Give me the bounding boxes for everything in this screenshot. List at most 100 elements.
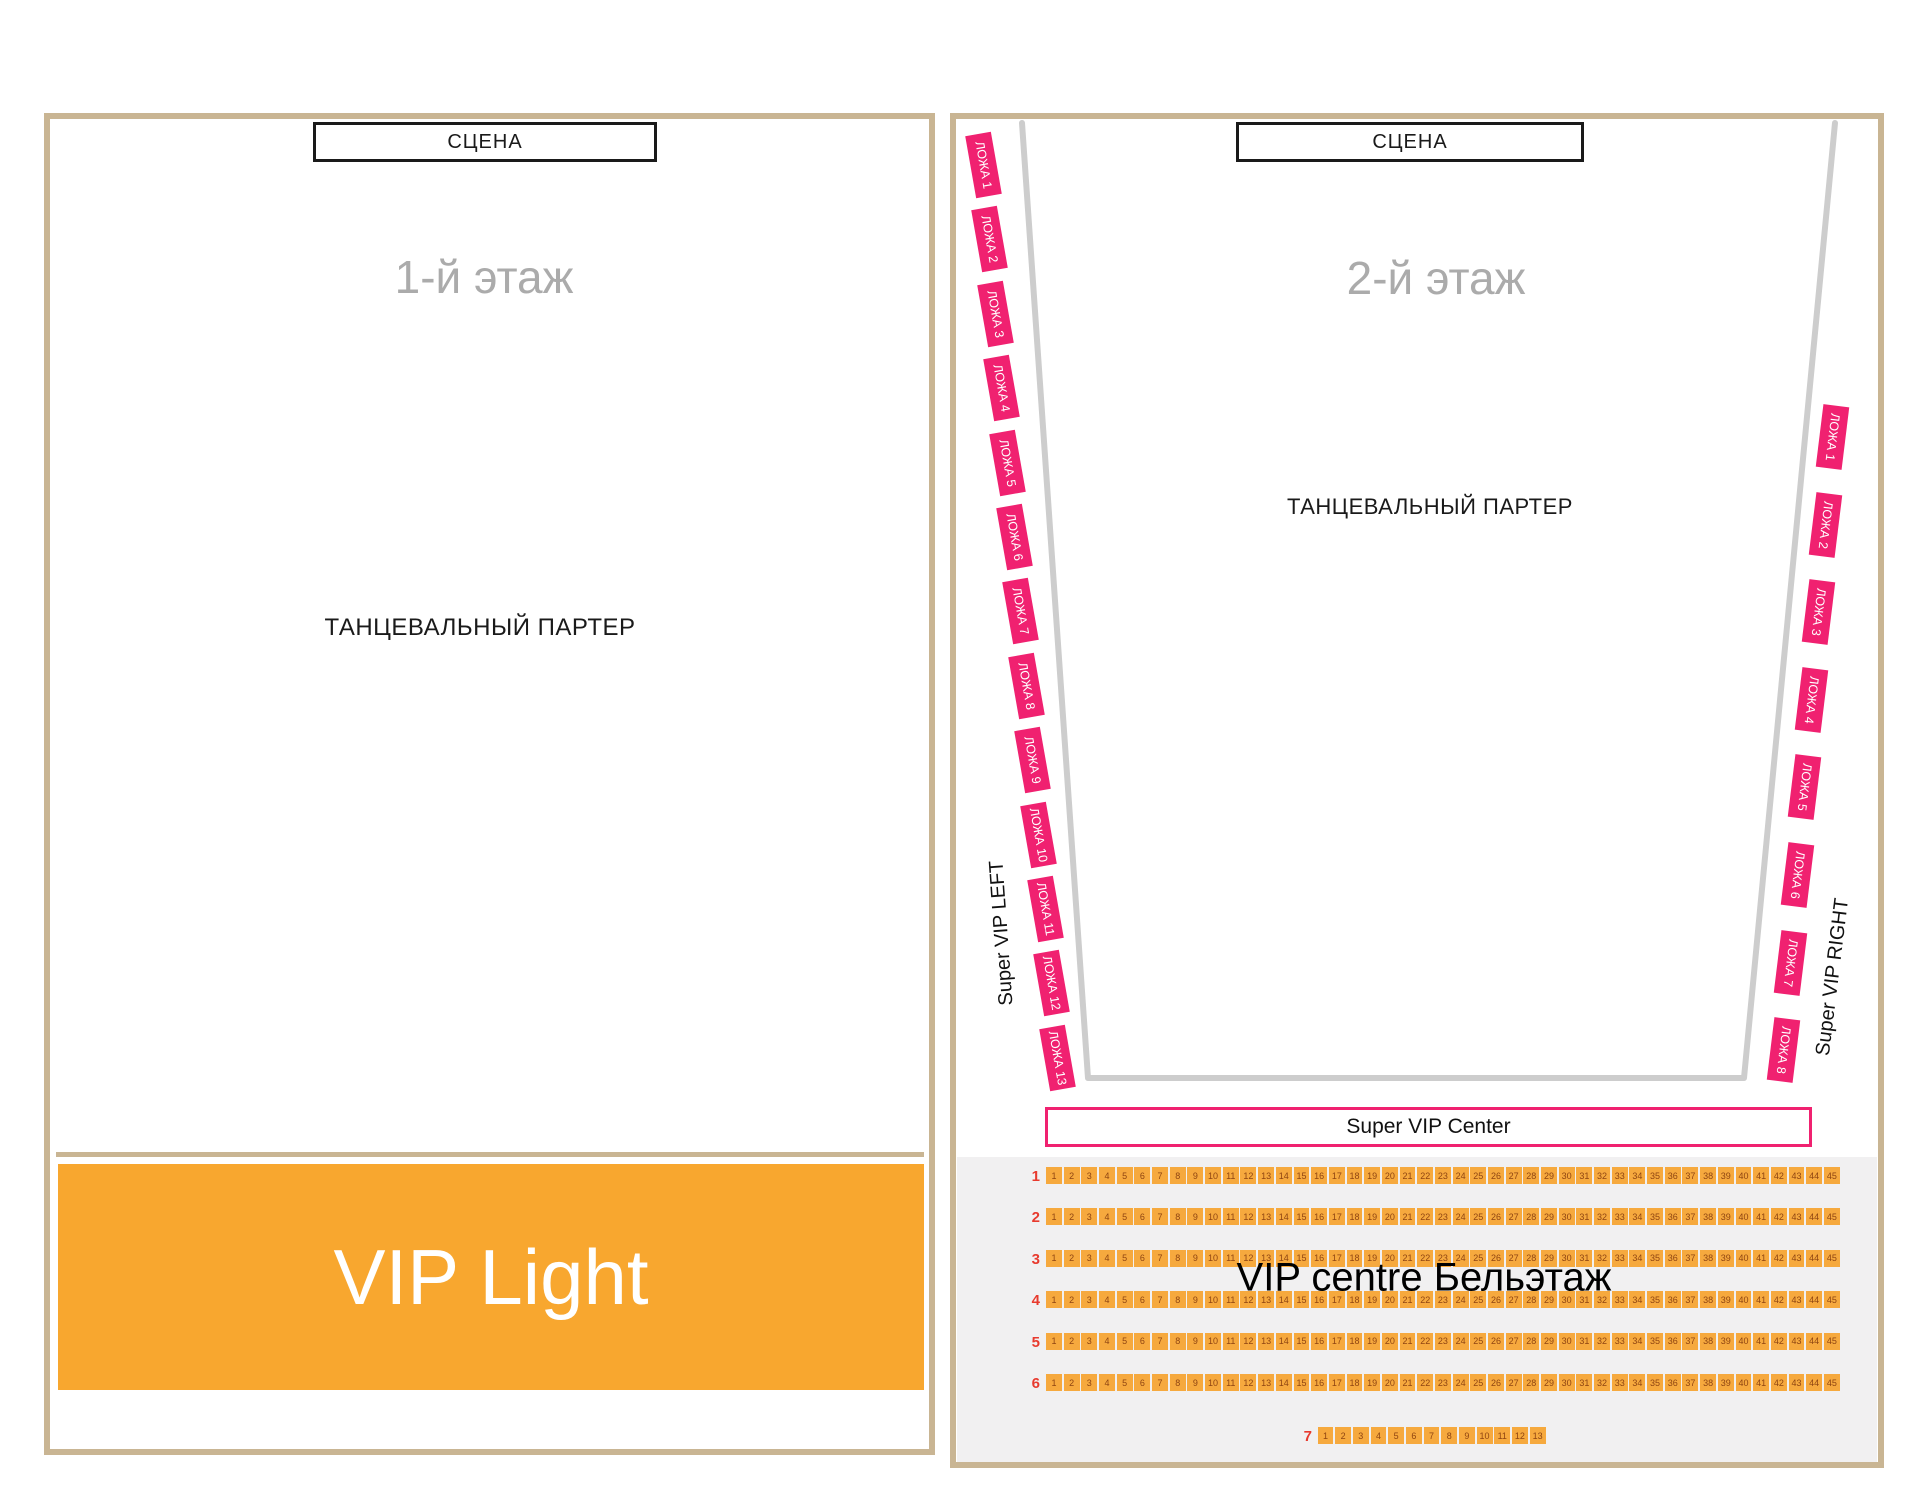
seat-row3-38[interactable]: 38 [1700, 1249, 1717, 1267]
seat-row6-25[interactable]: 25 [1470, 1374, 1487, 1391]
seat-row3-32[interactable]: 32 [1594, 1249, 1610, 1267]
seat-row6-11[interactable]: 11 [1222, 1374, 1239, 1391]
seat-row2-25[interactable]: 25 [1470, 1208, 1487, 1226]
seat-row5-29[interactable]: 29 [1541, 1332, 1557, 1350]
seat-row5-8[interactable]: 8 [1169, 1332, 1186, 1350]
seat-row2-44[interactable]: 44 [1806, 1208, 1823, 1226]
seat-row6-15[interactable]: 15 [1293, 1374, 1310, 1391]
seat-row5-13[interactable]: 13 [1258, 1332, 1275, 1350]
seat-row1-1[interactable]: 1 [1046, 1167, 1062, 1184]
seat-row4-33[interactable]: 33 [1611, 1291, 1628, 1309]
seat-row4-10[interactable]: 10 [1205, 1291, 1221, 1309]
seat-row5-37[interactable]: 37 [1682, 1332, 1699, 1350]
seat-row5-40[interactable]: 40 [1735, 1332, 1752, 1350]
seat-row2-34[interactable]: 34 [1629, 1208, 1646, 1226]
seat-row5-1[interactable]: 1 [1046, 1332, 1062, 1350]
seat-row1-25[interactable]: 25 [1470, 1167, 1487, 1184]
seat-row4-27[interactable]: 27 [1505, 1291, 1522, 1309]
seat-row6-31[interactable]: 31 [1576, 1374, 1593, 1391]
seat-row7-6[interactable]: 6 [1405, 1427, 1422, 1444]
seat-row2-45[interactable]: 45 [1823, 1208, 1840, 1226]
seat-row4-31[interactable]: 31 [1576, 1291, 1593, 1309]
seat-row3-21[interactable]: 21 [1399, 1249, 1416, 1267]
seat-row2-20[interactable]: 20 [1381, 1208, 1398, 1226]
seat-row4-11[interactable]: 11 [1222, 1291, 1239, 1309]
seat-row1-35[interactable]: 35 [1647, 1167, 1663, 1184]
seat-row1-22[interactable]: 22 [1417, 1167, 1434, 1184]
seat-row6-29[interactable]: 29 [1541, 1374, 1557, 1391]
seat-row1-28[interactable]: 28 [1523, 1167, 1540, 1184]
seat-row1-40[interactable]: 40 [1735, 1167, 1752, 1184]
seat-row4-18[interactable]: 18 [1346, 1291, 1363, 1309]
seat-row2-39[interactable]: 39 [1717, 1208, 1734, 1226]
seat-row7-8[interactable]: 8 [1441, 1427, 1458, 1444]
seat-row6-18[interactable]: 18 [1346, 1374, 1363, 1391]
super-vip-center-zone[interactable]: Super VIP Center [1045, 1107, 1812, 1147]
seat-row4-40[interactable]: 40 [1735, 1291, 1752, 1309]
seat-row4-30[interactable]: 30 [1558, 1291, 1575, 1309]
seat-row1-36[interactable]: 36 [1664, 1167, 1681, 1184]
seat-row2-41[interactable]: 41 [1753, 1208, 1770, 1226]
seat-row2-30[interactable]: 30 [1558, 1208, 1575, 1226]
seat-row4-19[interactable]: 19 [1364, 1291, 1381, 1309]
seat-row2-8[interactable]: 8 [1169, 1208, 1186, 1226]
seat-row1-3[interactable]: 3 [1081, 1167, 1098, 1184]
seat-row1-37[interactable]: 37 [1682, 1167, 1699, 1184]
seat-row6-1[interactable]: 1 [1046, 1374, 1062, 1391]
seat-row1-4[interactable]: 4 [1099, 1167, 1115, 1184]
seat-row4-1[interactable]: 1 [1046, 1291, 1062, 1309]
seat-row3-15[interactable]: 15 [1293, 1249, 1310, 1267]
seat-row7-7[interactable]: 7 [1423, 1427, 1440, 1444]
seat-row3-23[interactable]: 23 [1434, 1249, 1451, 1267]
seat-row1-27[interactable]: 27 [1505, 1167, 1522, 1184]
seat-row6-5[interactable]: 5 [1116, 1374, 1133, 1391]
seat-row5-19[interactable]: 19 [1364, 1332, 1381, 1350]
seat-row4-34[interactable]: 34 [1629, 1291, 1646, 1309]
seat-row4-22[interactable]: 22 [1417, 1291, 1434, 1309]
seat-row5-7[interactable]: 7 [1152, 1332, 1168, 1350]
seat-row1-9[interactable]: 9 [1187, 1167, 1204, 1184]
seat-row4-37[interactable]: 37 [1682, 1291, 1699, 1309]
seat-row4-14[interactable]: 14 [1275, 1291, 1292, 1309]
seat-row1-6[interactable]: 6 [1134, 1167, 1151, 1184]
seat-row2-24[interactable]: 24 [1452, 1208, 1469, 1226]
seat-row5-14[interactable]: 14 [1275, 1332, 1292, 1350]
seat-row6-38[interactable]: 38 [1700, 1374, 1717, 1391]
seat-row3-40[interactable]: 40 [1735, 1249, 1752, 1267]
seat-row1-19[interactable]: 19 [1364, 1167, 1381, 1184]
seat-row6-32[interactable]: 32 [1594, 1374, 1610, 1391]
seat-row3-24[interactable]: 24 [1452, 1249, 1469, 1267]
seat-row5-18[interactable]: 18 [1346, 1332, 1363, 1350]
seat-row3-39[interactable]: 39 [1717, 1249, 1734, 1267]
seat-row2-23[interactable]: 23 [1434, 1208, 1451, 1226]
seat-row2-43[interactable]: 43 [1788, 1208, 1805, 1226]
seat-row6-24[interactable]: 24 [1452, 1374, 1469, 1391]
seat-row1-11[interactable]: 11 [1222, 1167, 1239, 1184]
seat-row3-10[interactable]: 10 [1205, 1249, 1221, 1267]
seat-row2-36[interactable]: 36 [1664, 1208, 1681, 1226]
seat-row4-8[interactable]: 8 [1169, 1291, 1186, 1309]
seat-row4-5[interactable]: 5 [1116, 1291, 1133, 1309]
seat-row5-43[interactable]: 43 [1788, 1332, 1805, 1350]
seat-row6-3[interactable]: 3 [1081, 1374, 1098, 1391]
seat-row6-36[interactable]: 36 [1664, 1374, 1681, 1391]
seat-row4-15[interactable]: 15 [1293, 1291, 1310, 1309]
seat-row2-27[interactable]: 27 [1505, 1208, 1522, 1226]
seat-row4-25[interactable]: 25 [1470, 1291, 1487, 1309]
seat-row1-45[interactable]: 45 [1823, 1167, 1840, 1184]
seat-row2-21[interactable]: 21 [1399, 1208, 1416, 1226]
seat-row6-16[interactable]: 16 [1311, 1374, 1328, 1391]
seat-row2-33[interactable]: 33 [1611, 1208, 1628, 1226]
seat-row2-26[interactable]: 26 [1488, 1208, 1504, 1226]
seat-row3-3[interactable]: 3 [1081, 1249, 1098, 1267]
seat-row6-7[interactable]: 7 [1152, 1374, 1168, 1391]
seat-row3-5[interactable]: 5 [1116, 1249, 1133, 1267]
seat-row4-39[interactable]: 39 [1717, 1291, 1734, 1309]
seat-row5-38[interactable]: 38 [1700, 1332, 1717, 1350]
seat-row6-10[interactable]: 10 [1205, 1374, 1221, 1391]
seat-row1-12[interactable]: 12 [1240, 1167, 1257, 1184]
seat-row6-19[interactable]: 19 [1364, 1374, 1381, 1391]
seat-row4-29[interactable]: 29 [1541, 1291, 1557, 1309]
seat-row3-11[interactable]: 11 [1222, 1249, 1239, 1267]
seat-row2-6[interactable]: 6 [1134, 1208, 1151, 1226]
